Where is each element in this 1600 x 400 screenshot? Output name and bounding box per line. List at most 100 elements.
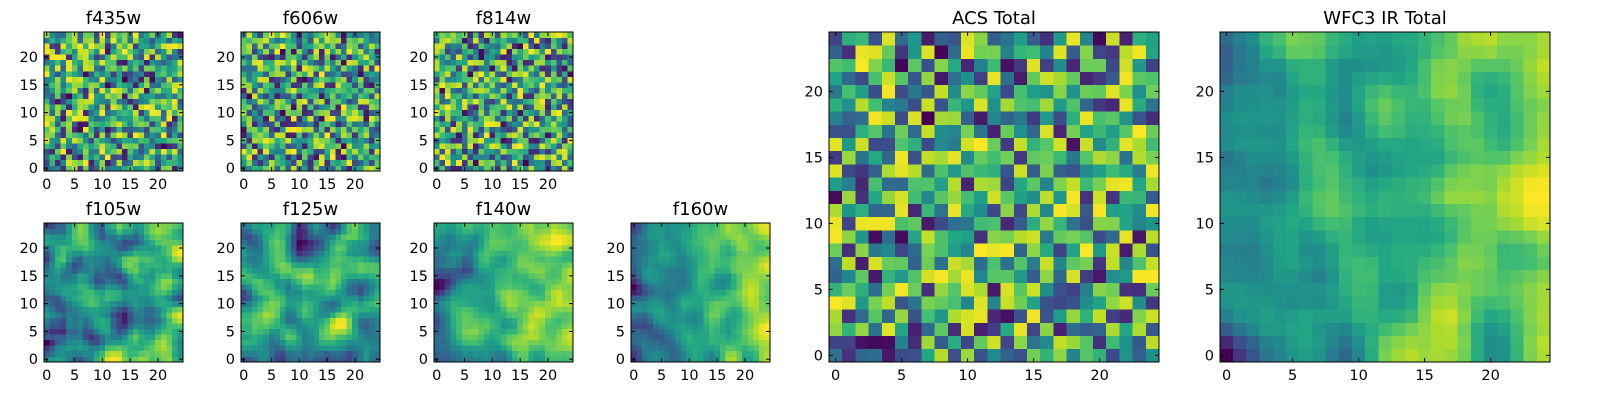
heatmap-cell — [506, 323, 513, 329]
x-tick-label: 5 — [460, 177, 469, 193]
heatmap-cell — [664, 345, 671, 352]
heatmap-cell — [127, 87, 134, 94]
heatmap-cell — [82, 59, 89, 66]
heatmap-cell — [456, 256, 463, 263]
heatmap-cell — [263, 65, 270, 72]
heatmap-cell — [642, 284, 649, 291]
heatmap-cell — [77, 82, 84, 88]
heatmap-cell — [697, 289, 704, 296]
heatmap-cell — [495, 109, 502, 116]
heatmap-cell — [274, 93, 281, 100]
heatmap-cell — [160, 115, 167, 122]
heatmap-cell — [274, 289, 281, 296]
heatmap-cell — [506, 339, 513, 346]
heatmap-cell — [313, 76, 320, 83]
heatmap-cell — [686, 350, 693, 357]
heatmap-cell — [467, 98, 474, 105]
heatmap-cell — [1093, 335, 1107, 350]
heatmap-cell — [77, 70, 84, 77]
heatmap-cell — [99, 345, 106, 352]
heatmap-cell — [82, 311, 89, 318]
heatmap-cell — [82, 115, 89, 122]
heatmap-cell — [274, 132, 281, 138]
heatmap-cell — [974, 164, 988, 178]
heatmap-cell — [642, 311, 649, 318]
heatmap-cell — [171, 115, 178, 122]
heatmap-cell — [500, 289, 507, 296]
heatmap-cell — [511, 32, 518, 38]
heatmap-cell — [268, 228, 275, 235]
heatmap-cell — [329, 289, 336, 296]
heatmap-cell — [539, 350, 546, 357]
heatmap-cell — [747, 256, 754, 263]
heatmap-cell — [357, 300, 364, 307]
heatmap-cell — [285, 306, 292, 313]
x-tick-label: 0 — [239, 368, 248, 384]
heatmap-cell — [127, 48, 134, 55]
heatmap-cell — [472, 234, 479, 241]
heatmap-cell — [296, 115, 303, 122]
heatmap-cell — [60, 148, 67, 155]
heatmap-cell — [506, 132, 513, 138]
heatmap-cell — [439, 278, 446, 285]
heatmap-cell — [450, 59, 457, 66]
heatmap-cell — [461, 311, 468, 318]
heatmap-cell — [895, 243, 909, 257]
heatmap-cell — [478, 159, 485, 166]
heatmap-cell — [842, 230, 856, 244]
heatmap-cell — [461, 350, 468, 357]
heatmap-cell — [99, 120, 106, 127]
heatmap-cell — [484, 126, 490, 133]
heatmap-cell — [450, 109, 457, 116]
heatmap-cell — [534, 339, 540, 346]
heatmap-cell — [60, 273, 67, 279]
heatmap-cell — [829, 282, 843, 297]
heatmap-cell — [177, 228, 184, 235]
heatmap-cell — [329, 76, 336, 83]
heatmap-cell — [313, 82, 320, 88]
heatmap-cell — [324, 98, 331, 105]
heatmap-cell — [279, 250, 286, 257]
heatmap-cell — [478, 76, 485, 83]
heatmap-cell — [71, 300, 78, 307]
heatmap-cell — [121, 300, 128, 307]
heatmap-cell — [753, 278, 760, 285]
heatmap-cell — [556, 273, 563, 279]
heatmap-cell — [274, 345, 281, 352]
heatmap-cell — [313, 239, 320, 246]
heatmap-cell — [116, 143, 123, 150]
heatmap-cell — [484, 345, 490, 352]
heatmap-cell — [528, 93, 535, 100]
heatmap-cell — [753, 223, 760, 229]
heatmap-cell — [753, 306, 760, 313]
heatmap-cell — [291, 159, 297, 166]
heatmap-cell — [274, 165, 281, 172]
heatmap-cell — [166, 87, 173, 94]
heatmap-cell — [257, 37, 264, 44]
heatmap-cell — [88, 256, 95, 263]
heatmap-cell — [82, 165, 89, 172]
heatmap-cell — [506, 239, 513, 246]
heatmap-cell — [352, 306, 359, 313]
heatmap-cell — [1093, 216, 1107, 231]
heatmap-cell — [291, 48, 297, 55]
heatmap-cell — [368, 278, 375, 285]
heatmap-cell — [506, 234, 513, 241]
heatmap-cell — [681, 267, 687, 274]
heatmap-cell — [556, 339, 563, 346]
heatmap-cell — [285, 328, 292, 335]
heatmap-cell — [357, 339, 364, 346]
heatmap-cell — [99, 59, 106, 66]
heatmap-cell — [511, 154, 518, 161]
heatmap-cell — [484, 250, 490, 257]
heatmap-cell — [517, 120, 524, 127]
heatmap-cell — [764, 239, 771, 246]
heatmap-cell — [868, 282, 883, 297]
heatmap-cell — [166, 132, 173, 138]
heatmap-cell — [1132, 203, 1147, 218]
heatmap-cell — [60, 295, 67, 302]
heatmap-cell — [528, 76, 535, 83]
heatmap-cell — [268, 43, 275, 50]
heatmap-cell — [99, 234, 106, 241]
heatmap-cell — [450, 245, 457, 252]
